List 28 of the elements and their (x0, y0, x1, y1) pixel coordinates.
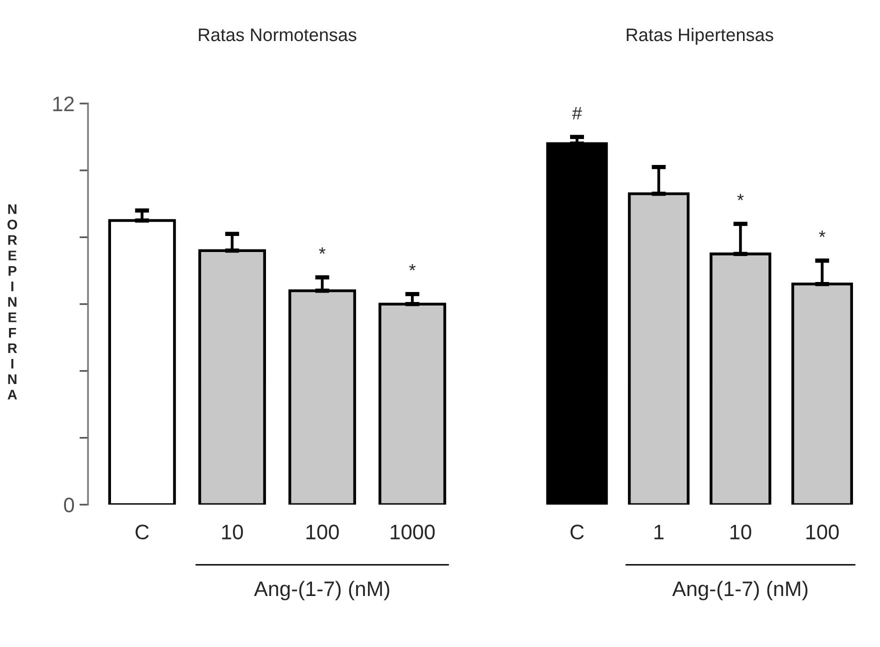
bar (198, 249, 266, 505)
bar (546, 142, 608, 505)
bar (710, 252, 772, 505)
x-tick-label: 100 (806, 524, 839, 540)
bar (628, 192, 690, 505)
bar (378, 302, 446, 505)
x-tick-label: 10 (222, 524, 243, 540)
annotation: * (818, 230, 826, 237)
bar (288, 289, 356, 505)
chart-title: Ratas Hipertensas (626, 28, 774, 45)
annotation: * (737, 194, 744, 200)
x-tick-label: 10 (730, 524, 752, 540)
x-tick-label: C (136, 524, 149, 540)
chart-title: Ratas Normotensas (198, 28, 356, 42)
bar (791, 282, 853, 505)
x-tick-label: 100 (306, 524, 339, 540)
annotation: * (319, 247, 326, 254)
x-axis-title: Ang-(1-7) (nM) (672, 580, 808, 600)
bar (108, 219, 176, 505)
x-tick-label: C (570, 524, 584, 540)
annotation: # (572, 107, 582, 120)
x-tick-label: 1 (654, 524, 664, 540)
y-tick-label: 0 (64, 498, 74, 512)
annotation: * (409, 264, 416, 270)
text: NOREPINEFRINA (7, 204, 18, 400)
x-axis-title: Ang-(1-7) (nM) (254, 580, 390, 600)
y-tick-label: 12 (53, 96, 74, 112)
x-tick-label: 1000 (390, 524, 435, 540)
